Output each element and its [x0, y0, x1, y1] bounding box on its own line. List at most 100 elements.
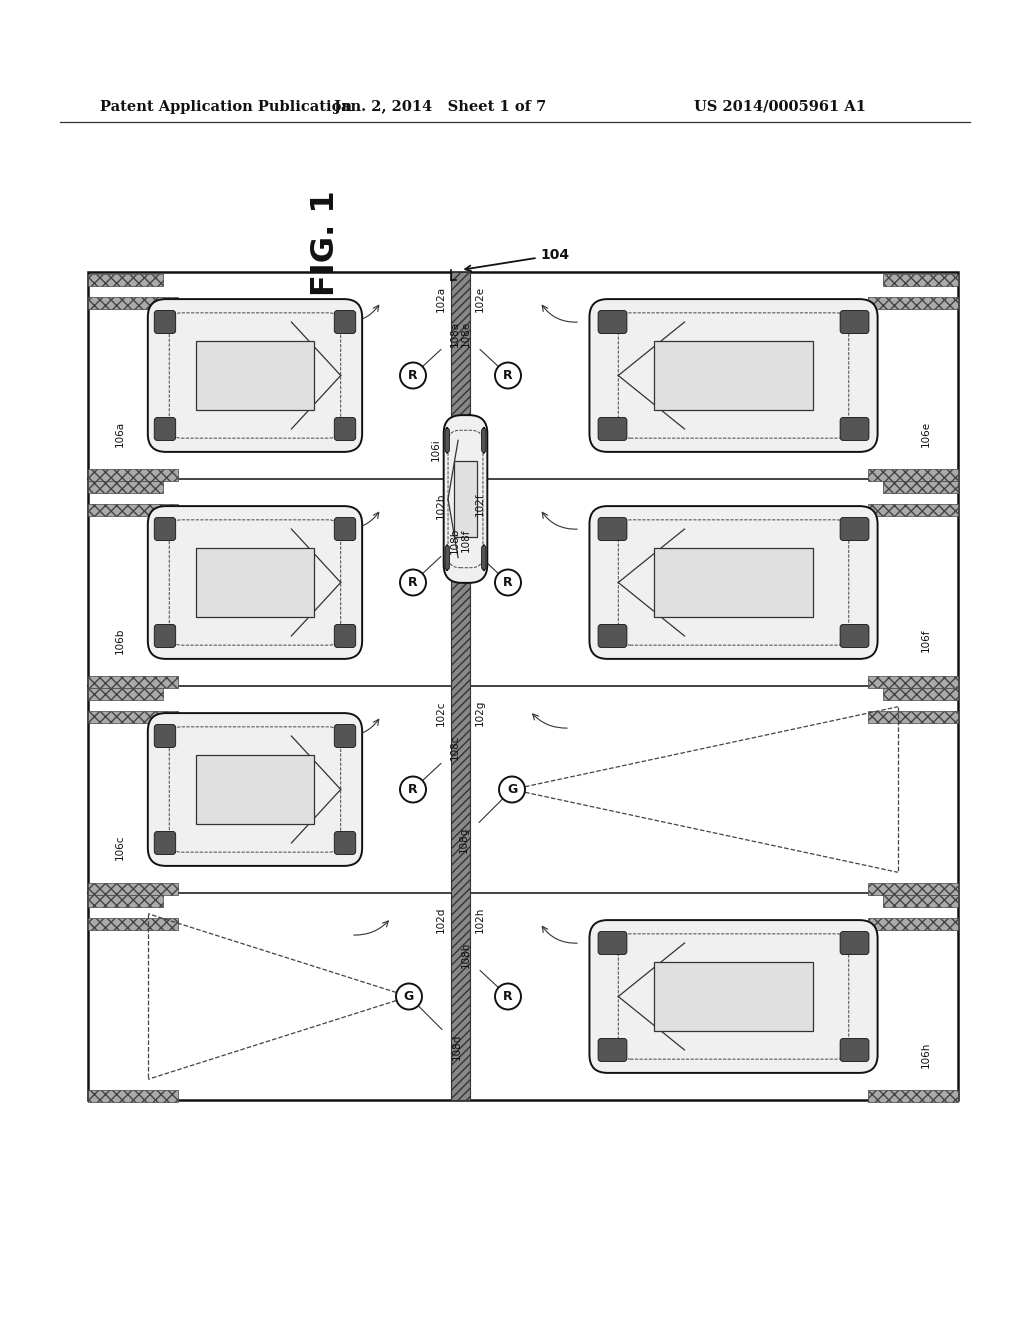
Bar: [88, 688, 163, 700]
Text: US 2014/0005961 A1: US 2014/0005961 A1: [694, 100, 866, 114]
Text: 106h: 106h: [921, 1041, 931, 1068]
FancyBboxPatch shape: [155, 725, 176, 747]
Text: R: R: [409, 783, 418, 796]
Text: 106f: 106f: [921, 628, 931, 652]
Text: 106b: 106b: [115, 627, 125, 653]
Text: 102a: 102a: [436, 286, 446, 312]
Bar: [654, 962, 813, 1031]
Text: 102d: 102d: [436, 907, 446, 933]
Text: 108b: 108b: [450, 527, 460, 553]
Text: R: R: [409, 576, 418, 589]
Bar: [868, 469, 958, 480]
Bar: [88, 469, 178, 480]
Bar: [196, 341, 314, 411]
FancyBboxPatch shape: [590, 920, 878, 1073]
Text: R: R: [409, 370, 418, 381]
Bar: [88, 297, 178, 309]
FancyBboxPatch shape: [334, 417, 355, 441]
FancyBboxPatch shape: [481, 545, 486, 570]
FancyBboxPatch shape: [840, 310, 869, 334]
Bar: [451, 272, 470, 1100]
FancyBboxPatch shape: [147, 506, 362, 659]
Bar: [196, 548, 314, 616]
FancyBboxPatch shape: [155, 832, 176, 854]
Text: 108f: 108f: [461, 529, 471, 552]
Circle shape: [396, 983, 422, 1010]
Bar: [868, 711, 958, 723]
Bar: [88, 480, 163, 492]
Bar: [88, 504, 178, 516]
FancyBboxPatch shape: [840, 517, 869, 540]
Text: FIG. 1: FIG. 1: [309, 190, 341, 296]
Text: R: R: [503, 990, 513, 1003]
Text: 106c: 106c: [115, 834, 125, 861]
Text: R: R: [503, 576, 513, 589]
Text: 102f: 102f: [475, 492, 485, 516]
Bar: [883, 895, 958, 907]
FancyBboxPatch shape: [334, 725, 355, 747]
Bar: [868, 297, 958, 309]
Circle shape: [495, 983, 521, 1010]
FancyBboxPatch shape: [598, 932, 627, 954]
FancyBboxPatch shape: [155, 517, 176, 540]
FancyBboxPatch shape: [590, 300, 878, 451]
Bar: [88, 711, 178, 723]
FancyBboxPatch shape: [155, 417, 176, 441]
Bar: [88, 272, 958, 1100]
Bar: [883, 480, 958, 492]
Text: 102g: 102g: [475, 700, 485, 726]
Bar: [88, 676, 178, 688]
FancyBboxPatch shape: [840, 624, 869, 647]
Bar: [88, 883, 178, 895]
FancyBboxPatch shape: [590, 506, 878, 659]
Text: G: G: [403, 990, 414, 1003]
FancyBboxPatch shape: [598, 517, 627, 540]
Text: 108g: 108g: [459, 826, 469, 853]
FancyBboxPatch shape: [598, 1039, 627, 1061]
FancyBboxPatch shape: [147, 713, 362, 866]
Bar: [868, 1090, 958, 1102]
Text: Jan. 2, 2014   Sheet 1 of 7: Jan. 2, 2014 Sheet 1 of 7: [334, 100, 546, 114]
Circle shape: [495, 363, 521, 388]
Text: Patent Application Publication: Patent Application Publication: [100, 100, 352, 114]
Text: 106i: 106i: [430, 438, 440, 461]
Bar: [883, 688, 958, 700]
FancyBboxPatch shape: [147, 300, 362, 451]
Bar: [868, 504, 958, 516]
FancyBboxPatch shape: [334, 517, 355, 540]
Circle shape: [495, 569, 521, 595]
FancyBboxPatch shape: [445, 428, 450, 453]
Bar: [88, 917, 178, 931]
Bar: [654, 548, 813, 616]
Text: 108h: 108h: [461, 941, 471, 968]
Circle shape: [499, 776, 525, 803]
FancyBboxPatch shape: [598, 417, 627, 441]
Bar: [88, 1090, 178, 1102]
FancyBboxPatch shape: [443, 416, 487, 583]
Bar: [196, 755, 314, 824]
Bar: [868, 883, 958, 895]
FancyBboxPatch shape: [334, 832, 355, 854]
FancyBboxPatch shape: [445, 545, 450, 570]
Text: 102c: 102c: [436, 700, 446, 726]
Text: 102b: 102b: [436, 492, 446, 519]
Text: R: R: [503, 370, 513, 381]
FancyBboxPatch shape: [840, 1039, 869, 1061]
Text: 106e: 106e: [921, 420, 931, 446]
Text: 108e: 108e: [461, 321, 471, 347]
FancyBboxPatch shape: [334, 624, 355, 647]
Text: 108c: 108c: [450, 735, 460, 760]
FancyBboxPatch shape: [598, 624, 627, 647]
Bar: [868, 676, 958, 688]
Text: 104: 104: [465, 248, 569, 271]
Text: 102e: 102e: [475, 286, 485, 312]
FancyBboxPatch shape: [481, 428, 486, 453]
Circle shape: [400, 363, 426, 388]
Text: 108a: 108a: [450, 321, 460, 347]
Bar: [654, 341, 813, 411]
Bar: [454, 461, 477, 537]
FancyBboxPatch shape: [840, 932, 869, 954]
FancyBboxPatch shape: [840, 417, 869, 441]
FancyBboxPatch shape: [155, 310, 176, 334]
Circle shape: [400, 776, 426, 803]
